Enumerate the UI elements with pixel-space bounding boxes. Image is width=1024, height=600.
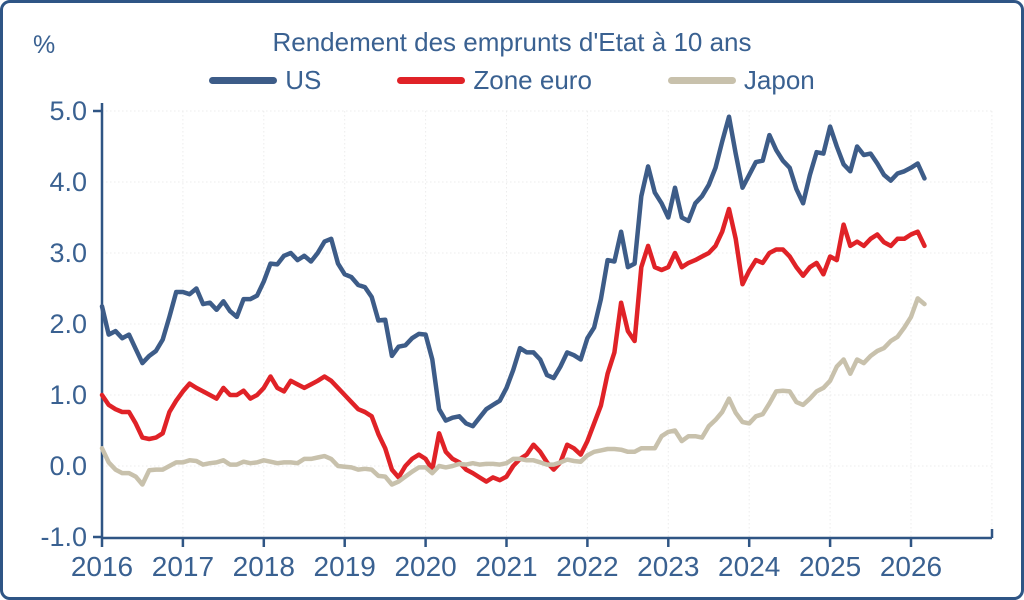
svg-text:-1.0: -1.0 <box>40 522 87 552</box>
japon-legend-label: Japon <box>743 64 815 95</box>
legend-item-zone-euro: Zone euro <box>397 65 592 96</box>
svg-text:2.0: 2.0 <box>49 309 87 339</box>
svg-text:2023: 2023 <box>637 551 699 582</box>
us-line-swatch <box>209 76 278 84</box>
svg-text:2019: 2019 <box>314 551 376 582</box>
plot-area: 2016 2017 2018 2019 2020 2021 2022 2023 2024 2025… <box>40 96 994 582</box>
svg-text:2025: 2025 <box>799 551 861 582</box>
svg-text:2022: 2022 <box>556 551 618 582</box>
svg-text:2021: 2021 <box>475 551 537 582</box>
legend: US Zone euro Japon <box>3 63 1021 97</box>
japon-line-swatch <box>667 76 736 84</box>
chart-title: Rendement des emprunts d'Etat à 10 ans <box>272 27 752 57</box>
svg-text:2017: 2017 <box>152 551 214 582</box>
svg-text:2020: 2020 <box>394 551 456 582</box>
svg-text:1.0: 1.0 <box>49 380 87 410</box>
legend-item-japon: Japon <box>667 64 815 96</box>
svg-text:3.0: 3.0 <box>49 238 87 268</box>
zone-euro-legend-label: Zone euro <box>473 64 592 95</box>
svg-text:0.0: 0.0 <box>49 451 87 481</box>
svg-text:2024: 2024 <box>718 551 780 582</box>
svg-text:2026: 2026 <box>880 551 942 582</box>
y-axis-unit-label: % <box>33 31 56 59</box>
zone-euro-line-swatch <box>397 76 466 84</box>
legend-item-us: US <box>209 65 321 96</box>
svg-text:5.0: 5.0 <box>49 96 87 126</box>
svg-text:2016: 2016 <box>71 551 133 582</box>
us-legend-label: US <box>285 64 322 95</box>
svg-text:2018: 2018 <box>233 551 295 582</box>
svg-text:4.0: 4.0 <box>49 167 87 197</box>
